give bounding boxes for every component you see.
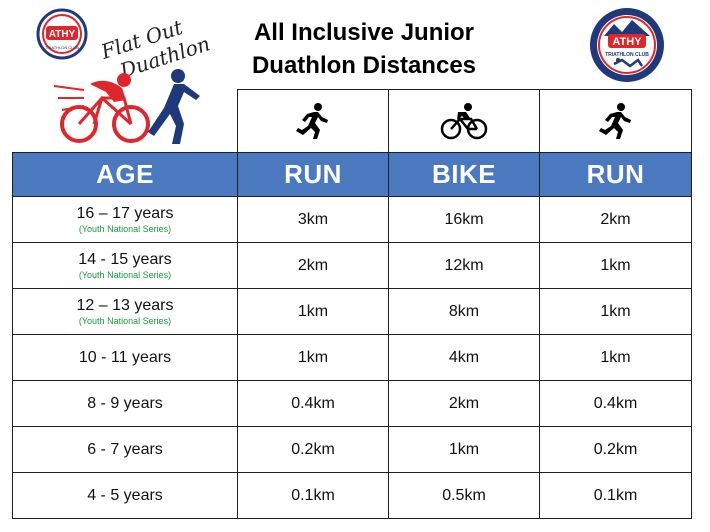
run2-distance-cell: 1km [539, 242, 692, 289]
table-row: 12 – 13 years (Youth National Series) 1km 8… [12, 288, 692, 335]
run-distance-cell: 0.2km [237, 426, 389, 473]
run2-distance-cell: 1km [539, 334, 692, 381]
age-label: 8 - 9 years [87, 395, 163, 412]
athy-club-crest-icon: ATHY TRIATHLON CLUB [590, 8, 664, 82]
age-label: 16 – 17 years [76, 205, 174, 222]
right-logo-badge: ATHY [612, 36, 642, 48]
bike-distance-cell: 16km [388, 196, 540, 243]
table-row: 16 – 17 years (Youth National Series) 3km 1… [12, 196, 692, 243]
run-distance-cell: 3km [237, 196, 389, 243]
runner-icon [296, 103, 328, 139]
header-run: RUN [237, 152, 389, 197]
run-distance-cell: 2km [237, 242, 389, 289]
age-cell: 8 - 9 years [12, 380, 238, 427]
run2-distance-cell: 0.2km [539, 426, 692, 473]
age-label: 14 - 15 years [78, 251, 172, 268]
cyclist-runner-logo-icon: ATHY TRIATHLON CLUB Flat Out Duathlon [36, 8, 213, 144]
header-row: AGE RUN BIKE RUN [12, 152, 692, 197]
series-note: (Youth National Series) [78, 316, 172, 326]
age-label: 4 - 5 years [87, 487, 163, 504]
run-icon-cell [237, 89, 389, 153]
distances-table: AGE RUN BIKE RUN 16 – 17 years (Youth Nat… [12, 89, 692, 519]
age-cell: 4 - 5 years [12, 472, 238, 519]
table-row: 10 - 11 years 1km 4km 1km [12, 334, 692, 381]
run2-distance-cell: 1km [539, 288, 692, 335]
icon-row [12, 89, 692, 153]
header-run-2: RUN [539, 152, 692, 197]
bike-distance-cell: 1km [388, 426, 540, 473]
athy-triathlon-club-logo: ATHY TRIATHLON CLUB [588, 6, 666, 84]
bike-distance-cell: 0.5km [388, 472, 540, 519]
age-cell: 16 – 17 years (Youth National Series) [12, 196, 238, 243]
age-cell: 6 - 7 years [12, 426, 238, 473]
right-logo-ring-text: TRIATHLON CLUB [605, 52, 649, 58]
series-note: (Youth National Series) [78, 224, 172, 234]
run2-distance-cell: 2km [539, 196, 692, 243]
bicycle-icon [440, 103, 488, 140]
flat-out-duathlon-logo: ATHY TRIATHLON CLUB Flat Out Duathlon [14, 6, 214, 146]
age-label: 6 - 7 years [87, 441, 163, 458]
series-note: (Youth National Series) [78, 270, 172, 280]
bike-icon-cell [388, 89, 540, 153]
title-line-2: Duathlon Distances [251, 52, 477, 79]
age-cell: 12 – 13 years (Youth National Series) [12, 288, 238, 335]
age-label: 10 - 11 years [78, 349, 172, 366]
age-label: 12 – 13 years [76, 297, 174, 314]
age-cell: 10 - 11 years [12, 334, 238, 381]
bike-distance-cell: 2km [388, 380, 540, 427]
table-row: 14 - 15 years (Youth National Series) 2km 1… [12, 242, 692, 289]
run-distance-cell: 0.1km [237, 472, 389, 519]
header-age: AGE [12, 152, 238, 197]
run2-distance-cell: 0.4km [539, 380, 692, 427]
left-logo-badge-sub: TRIATHLON CLUB [45, 45, 79, 50]
run2-icon-cell [539, 89, 692, 153]
run2-distance-cell: 0.1km [539, 472, 692, 519]
runner-icon [598, 103, 631, 139]
run-distance-cell: 1km [237, 334, 389, 381]
left-logo-badge: ATHY [49, 29, 76, 40]
header-bike: BIKE [388, 152, 540, 197]
title-line-1: All Inclusive Junior [253, 19, 475, 46]
icon-row-blank-cell [12, 89, 238, 153]
page-title: All Inclusive Junior Duathlon Distances [214, 16, 514, 82]
bike-distance-cell: 8km [388, 288, 540, 335]
bike-distance-cell: 4km [388, 334, 540, 381]
bike-distance-cell: 12km [388, 242, 540, 289]
run-distance-cell: 1km [237, 288, 389, 335]
table-row: 8 - 9 years 0.4km 2km 0.4km [12, 380, 692, 427]
table-row: 4 - 5 years 0.1km 0.5km 0.1km [12, 472, 692, 519]
run-distance-cell: 0.4km [237, 380, 389, 427]
age-cell: 14 - 15 years (Youth National Series) [12, 242, 238, 289]
table-row: 6 - 7 years 0.2km 1km 0.2km [12, 426, 692, 473]
